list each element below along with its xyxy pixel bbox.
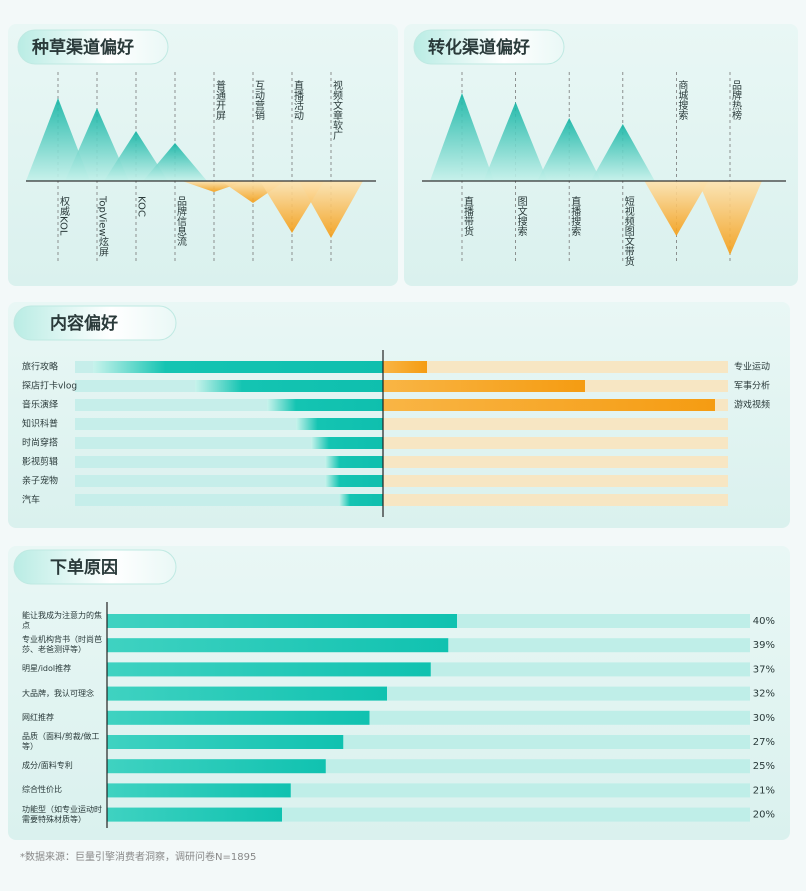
value-label: 37% <box>753 664 775 675</box>
channel-label: KOC <box>136 196 147 217</box>
category-label: 网红推荐 <box>22 712 54 722</box>
bar <box>107 759 326 774</box>
value-label: 21% <box>753 785 775 796</box>
category-label: 能让我成为注意力的焦点 <box>22 611 102 630</box>
category-label: 专业机构背书（时尚芭莎、老爸测评等） <box>22 635 102 655</box>
bar <box>107 638 449 653</box>
bar <box>325 475 383 487</box>
track <box>75 475 383 487</box>
header-pill <box>17 29 169 65</box>
bar <box>107 614 457 628</box>
section-title: 转化渠道偏好 <box>428 37 530 58</box>
header-pill <box>13 549 177 585</box>
dip <box>299 181 363 238</box>
peak <box>104 131 168 181</box>
track <box>383 361 728 373</box>
track <box>383 475 728 487</box>
dip <box>698 181 762 255</box>
bar <box>107 807 282 822</box>
category-label: 功能型（如专业运动时需要特殊材质等） <box>22 804 102 824</box>
category-label: 探店打卡vlog <box>22 380 77 392</box>
panel <box>8 302 790 528</box>
bar <box>383 399 715 411</box>
channel-label: 权威KOL <box>58 195 70 236</box>
bar <box>107 783 291 798</box>
category-label: 游戏视频 <box>734 399 770 411</box>
bar <box>267 399 383 411</box>
value-label: 25% <box>753 761 775 772</box>
category-label: 大品牌，我认可理念 <box>22 688 94 698</box>
bar <box>383 380 585 392</box>
section-title: 下单原因 <box>50 557 118 578</box>
track <box>383 418 728 430</box>
header-pill <box>413 29 565 65</box>
channel-label: 品牌热榜 <box>730 80 742 121</box>
value-label: 40% <box>753 616 775 627</box>
track <box>75 437 383 449</box>
dip <box>644 181 709 236</box>
bar <box>93 361 383 373</box>
footnote: *数据来源：巨量引擎消费者洞察，调研问卷N=1895 <box>20 850 256 863</box>
track <box>75 494 383 506</box>
track <box>383 456 728 468</box>
channel-label: 短视频图文带货 <box>622 195 634 267</box>
value-label: 32% <box>753 689 775 700</box>
peak <box>430 93 494 181</box>
peak <box>483 102 548 181</box>
bar <box>311 437 383 449</box>
category-label: 影视剪辑 <box>22 456 58 468</box>
peak <box>537 118 602 181</box>
peak <box>26 98 90 181</box>
channel-label: 普通开屏 <box>214 79 226 121</box>
section-title: 内容偏好 <box>50 313 118 334</box>
category-label: 旅行攻略 <box>22 361 58 373</box>
channel-label: 商城搜索 <box>676 79 688 120</box>
value-label: 27% <box>753 737 775 748</box>
category-label: 知识科普 <box>22 418 58 430</box>
category-label: 军事分析 <box>734 380 770 392</box>
bar <box>296 418 383 430</box>
category-label: 综合性价比 <box>22 785 62 795</box>
channel-label: TopView炫屏 <box>97 195 109 257</box>
peak <box>65 108 129 181</box>
category-label: 成分/面料专利 <box>22 761 73 771</box>
channel-label: 直播活动 <box>292 79 304 121</box>
bar <box>383 361 427 373</box>
bar <box>325 456 383 468</box>
bar <box>107 710 370 725</box>
track <box>383 437 728 449</box>
channel-label: 直播搜索 <box>569 195 581 236</box>
peak <box>590 124 655 181</box>
panel <box>404 24 798 286</box>
channel-label: 图文搜索 <box>515 196 527 236</box>
category-label: 时尚穿搭 <box>22 437 58 449</box>
category-label: 亲子宠物 <box>22 475 58 487</box>
bar <box>107 686 387 701</box>
category-label: 明星/idol推荐 <box>22 664 72 674</box>
category-label: 专业运动 <box>734 361 770 373</box>
bar <box>195 380 383 392</box>
channel-label: 品牌信息流 <box>175 196 187 247</box>
peak <box>143 143 207 181</box>
bar <box>107 662 431 677</box>
panel <box>8 24 398 286</box>
category-label: 品质（面料/剪裁/做工等） <box>22 732 100 751</box>
track <box>383 494 728 506</box>
channel-label: 直播带货 <box>462 195 474 237</box>
value-label: 30% <box>753 713 775 724</box>
category-label: 汽车 <box>22 494 40 506</box>
section-title: 种草渠道偏好 <box>31 37 134 58</box>
channel-label: 互动营销 <box>253 80 265 121</box>
bar <box>339 494 383 506</box>
category-label: 音乐演绎 <box>22 399 58 411</box>
header-pill <box>13 305 177 341</box>
bar <box>107 735 344 749</box>
value-label: 39% <box>753 640 775 651</box>
track <box>75 456 383 468</box>
channel-label: 视频文章软广 <box>331 79 343 141</box>
value-label: 20% <box>753 810 775 821</box>
